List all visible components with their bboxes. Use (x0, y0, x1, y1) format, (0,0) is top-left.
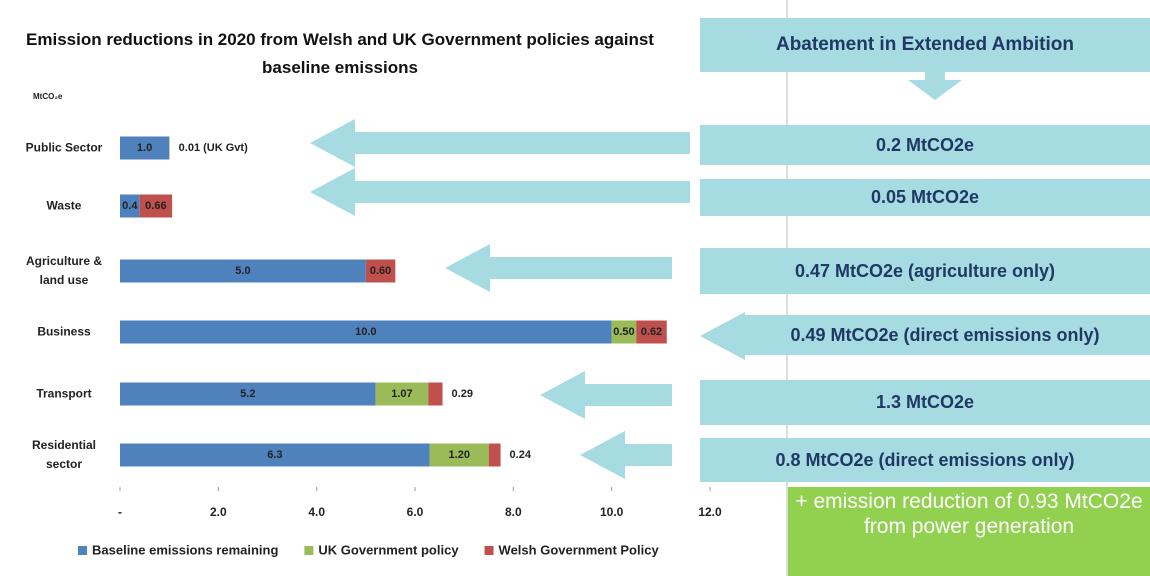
unit-label: MtCO₂e (33, 92, 63, 101)
legend-label: Baseline emissions remaining (92, 542, 278, 557)
annotation-box: 0.8 MtCO2e (direct emissions only) (700, 438, 1150, 482)
x-tick-label: 8.0 (505, 505, 522, 519)
bar-segment (120, 443, 430, 467)
chart-title: Emission reductions in 2020 from Welsh a… (26, 30, 654, 77)
bar-segment (120, 259, 366, 283)
data-label: 5.2 (240, 388, 255, 400)
category-label: Agriculture & land use (25, 254, 102, 287)
bar-segment (611, 320, 637, 344)
bar-segment (428, 382, 443, 406)
legend-swatch (78, 546, 87, 555)
annotation-box: 0.49 MtCO2e (direct emissions only) (740, 315, 1150, 355)
left-arrow (700, 312, 745, 360)
bar-segment (139, 194, 173, 218)
category-label: Residential sector (31, 438, 97, 471)
bar-segment (636, 320, 667, 344)
data-label: 1.0 (137, 142, 152, 154)
left-arrow (310, 119, 690, 167)
legend-swatch (484, 546, 494, 555)
annotation-box: 0.47 MtCO2e (agriculture only) (700, 248, 1150, 294)
header-box: Abatement in Extended Ambition (700, 18, 1150, 72)
data-label: 1.07 (391, 388, 412, 400)
data-label: 0.01 (UK Gvt) (179, 142, 248, 154)
x-tick-label: 4.0 (308, 505, 325, 519)
note-box: + emission reduction of 0.93 MtCO2e from… (788, 487, 1150, 576)
x-tick-label: 10.0 (600, 505, 624, 519)
category-label: Public Sector (25, 140, 103, 155)
data-label: 0.66 (145, 200, 166, 212)
data-label: 0.50 (613, 326, 634, 338)
data-label: 0.4 (122, 200, 138, 212)
bar-segment (488, 443, 501, 467)
annotation-box: 0.2 MtCO2e (700, 125, 1150, 165)
legend-label: UK Government policy (318, 542, 459, 557)
annotation-box: 1.3 MtCO2e (700, 380, 1150, 425)
left-arrow (445, 244, 672, 292)
data-label: 10.0 (355, 326, 376, 338)
category-label: Business (37, 324, 91, 339)
x-tick-label: - (118, 505, 122, 519)
category-label: Transport (36, 386, 92, 401)
bar-segment (365, 259, 396, 283)
x-tick-label: 12.0 (698, 505, 722, 519)
x-tick-label: 6.0 (407, 505, 424, 519)
data-label: 0.60 (370, 265, 391, 277)
data-label: 0.62 (641, 326, 662, 338)
bar-segment (120, 194, 140, 218)
bar-segment (429, 443, 489, 467)
legend-label: Welsh Government Policy (499, 542, 660, 557)
left-arrow (580, 431, 672, 479)
left-arrow (310, 168, 690, 216)
data-label: 1.20 (449, 449, 470, 461)
annotation-box: 0.05 MtCO2e (700, 179, 1150, 216)
x-tick-label: 2.0 (210, 505, 227, 519)
data-label: 0.29 (452, 388, 473, 400)
left-arrow (540, 371, 672, 419)
bar-segment (375, 382, 429, 406)
data-label: 0.24 (510, 449, 532, 461)
legend-swatch (304, 546, 314, 555)
bar-segment (120, 136, 170, 160)
bar-segment (120, 320, 612, 344)
data-label: 6.3 (267, 449, 282, 461)
data-label: 5.0 (235, 265, 250, 277)
category-label: Waste (46, 198, 82, 213)
down-arrow (908, 72, 962, 100)
bar-segment (120, 382, 376, 406)
